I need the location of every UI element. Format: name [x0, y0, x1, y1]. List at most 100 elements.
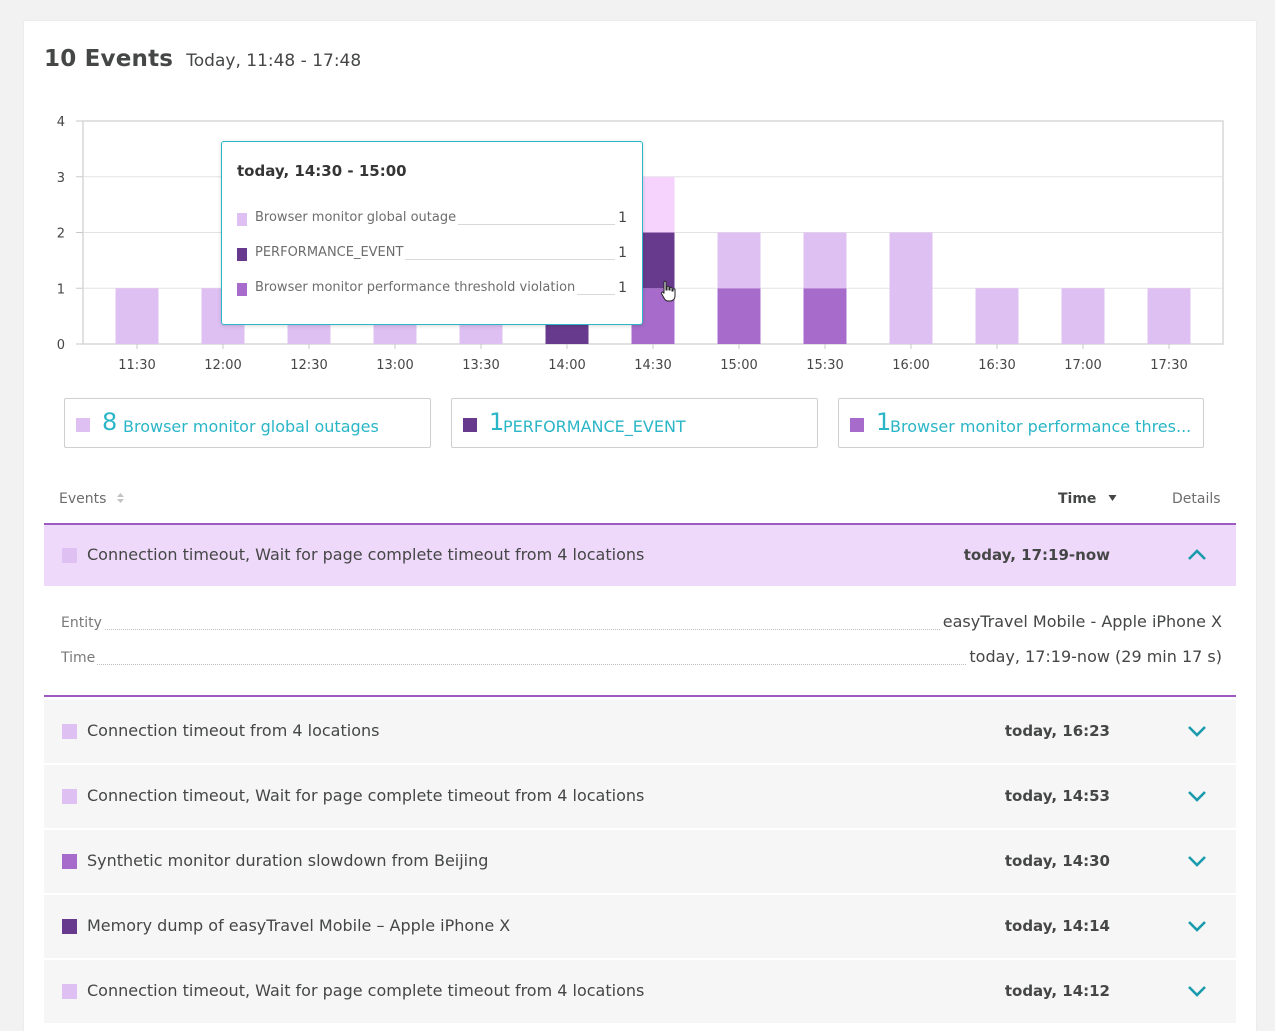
event-time: today, 14:30	[1004, 852, 1110, 870]
tooltip-row-value: 1	[615, 245, 627, 261]
hand-cursor-icon	[660, 280, 676, 302]
events-header-label: Events	[59, 491, 107, 507]
legend-count: 1	[876, 408, 892, 436]
legend-count: 8	[102, 408, 118, 436]
event-time: today, 14:53	[1004, 787, 1110, 805]
chevron-down-icon[interactable]	[1186, 720, 1208, 742]
x-tick-label: 17:00	[1064, 358, 1101, 373]
tooltip-row-global-outage: Browser monitor global outage 1	[237, 209, 627, 229]
bar-segment[interactable]	[115, 288, 159, 344]
bar-segment[interactable]	[803, 288, 847, 344]
tooltip-row-value: 1	[615, 280, 627, 296]
legend-label: PERFORMANCE_EVENT	[503, 417, 686, 436]
tooltip-row-label: Browser monitor performance threshold vi…	[255, 280, 578, 295]
event-type-swatch-icon	[62, 789, 77, 804]
tooltip-row-value: 1	[615, 210, 627, 226]
x-tick-label: 17:30	[1150, 358, 1187, 373]
y-tick-label: 2	[57, 227, 65, 242]
tooltip-row-performance-event: PERFORMANCE_EVENT 1	[237, 244, 627, 264]
detail-key: Time	[61, 650, 98, 666]
chevron-down-icon[interactable]	[1186, 850, 1208, 872]
event-name: Connection timeout, Wait for page comple…	[87, 786, 645, 805]
event-time: today, 17:19-now	[963, 546, 1110, 564]
event-time: today, 14:14	[1004, 917, 1110, 935]
bar-segment[interactable]	[717, 232, 761, 289]
detail-row-time: Time today, 17:19-now (29 min 17 s)	[61, 647, 1222, 669]
bar-segment[interactable]	[889, 232, 933, 345]
legend-swatch-icon	[850, 418, 864, 432]
tooltip-title: today, 14:30 - 15:00	[237, 162, 407, 180]
legend-swatch-icon	[237, 213, 247, 226]
legend-label: Browser monitor performance thres...	[890, 417, 1192, 436]
bar-segment[interactable]	[1147, 288, 1191, 344]
x-tick-label: 14:30	[634, 358, 671, 373]
bar-segment[interactable]	[717, 288, 761, 344]
event-type-swatch-icon	[62, 724, 77, 739]
legend-filter-threshold-violation[interactable]: 1 Browser monitor performance thres...	[838, 398, 1204, 448]
events-column-header[interactable]: Events	[59, 491, 125, 507]
table-row[interactable]: Connection timeout, Wait for page comple…	[44, 765, 1236, 828]
sort-icon	[116, 493, 124, 503]
event-type-swatch-icon	[62, 854, 77, 869]
details-column-header: Details	[1172, 491, 1221, 507]
event-type-swatch-icon	[62, 548, 77, 563]
x-tick-label: 11:30	[118, 358, 155, 373]
legend-swatch-icon	[76, 418, 90, 432]
events-header: 10 Events Today, 11:48 - 17:48	[44, 46, 361, 72]
table-row[interactable]: Memory dump of easyTravel Mobile – Apple…	[44, 895, 1236, 958]
x-tick-label: 13:30	[462, 358, 499, 373]
x-tick-label: 12:30	[290, 358, 327, 373]
y-tick-label: 3	[57, 171, 65, 186]
event-name: Synthetic monitor duration slowdown from…	[87, 851, 489, 870]
event-type-swatch-icon	[62, 919, 77, 934]
sort-descending-icon	[1108, 495, 1117, 501]
x-tick-label: 15:00	[720, 358, 757, 373]
chevron-down-icon[interactable]	[1186, 785, 1208, 807]
event-time: today, 14:12	[1004, 982, 1110, 1000]
bar-segment[interactable]	[975, 288, 1019, 344]
chevron-up-icon[interactable]	[1186, 544, 1208, 566]
legend-label: Browser monitor global outages	[123, 417, 379, 436]
detail-value: easyTravel Mobile - Apple iPhone X	[940, 612, 1222, 631]
events-card: 10 Events Today, 11:48 - 17:48 0 1 2 3 4 11:3…	[24, 21, 1256, 1031]
tooltip-row-label: Browser monitor global outage	[255, 210, 459, 225]
legend-swatch-icon	[463, 418, 477, 432]
table-row[interactable]: Connection timeout, Wait for page comple…	[44, 523, 1236, 588]
x-tick-label: 15:30	[806, 358, 843, 373]
event-name: Memory dump of easyTravel Mobile – Apple…	[87, 916, 511, 935]
y-tick-label: 1	[57, 282, 65, 297]
x-tick-label: 13:00	[376, 358, 413, 373]
x-tick-label: 16:00	[892, 358, 929, 373]
event-type-swatch-icon	[62, 984, 77, 999]
bar-segment[interactable]	[803, 232, 847, 289]
events-count-title: 10 Events	[44, 46, 174, 72]
table-row[interactable]: Connection timeout from 4 locations toda…	[44, 700, 1236, 763]
event-name: Connection timeout, Wait for page comple…	[87, 545, 645, 564]
bar-segment[interactable]	[1061, 288, 1105, 344]
timeframe-label: Today, 11:48 - 17:48	[186, 51, 362, 71]
y-tick-label: 4	[57, 115, 65, 130]
tooltip-row-threshold-violation: Browser monitor performance threshold vi…	[237, 279, 627, 299]
time-column-header[interactable]: Time	[1058, 491, 1117, 507]
tooltip-row-label: PERFORMANCE_EVENT	[255, 245, 406, 260]
legend-count: 1	[489, 408, 505, 436]
detail-key: Entity	[61, 615, 104, 631]
event-details-panel: Entity easyTravel Mobile - Apple iPhone …	[44, 586, 1236, 697]
chevron-down-icon[interactable]	[1186, 915, 1208, 937]
chevron-down-icon[interactable]	[1186, 980, 1208, 1002]
x-tick-label: 14:00	[548, 358, 585, 373]
table-row[interactable]: Connection timeout, Wait for page comple…	[44, 960, 1236, 1023]
x-tick-label: 16:30	[978, 358, 1015, 373]
legend-filter-performance-event[interactable]: 1 PERFORMANCE_EVENT	[451, 398, 818, 448]
event-time: today, 16:23	[1004, 722, 1110, 740]
table-row[interactable]: Synthetic monitor duration slowdown from…	[44, 830, 1236, 893]
event-name: Connection timeout from 4 locations	[87, 721, 380, 740]
event-name: Connection timeout, Wait for page comple…	[87, 981, 645, 1000]
detail-value: today, 17:19-now (29 min 17 s)	[967, 647, 1222, 666]
time-header-label: Time	[1058, 491, 1097, 507]
y-tick-label: 0	[57, 338, 65, 353]
legend-swatch-icon	[237, 283, 247, 296]
legend-swatch-icon	[237, 248, 247, 261]
legend-filter-global-outages[interactable]: 8 Browser monitor global outages	[64, 398, 431, 448]
chart-tooltip: today, 14:30 - 15:00 Browser monitor glo…	[221, 141, 643, 325]
